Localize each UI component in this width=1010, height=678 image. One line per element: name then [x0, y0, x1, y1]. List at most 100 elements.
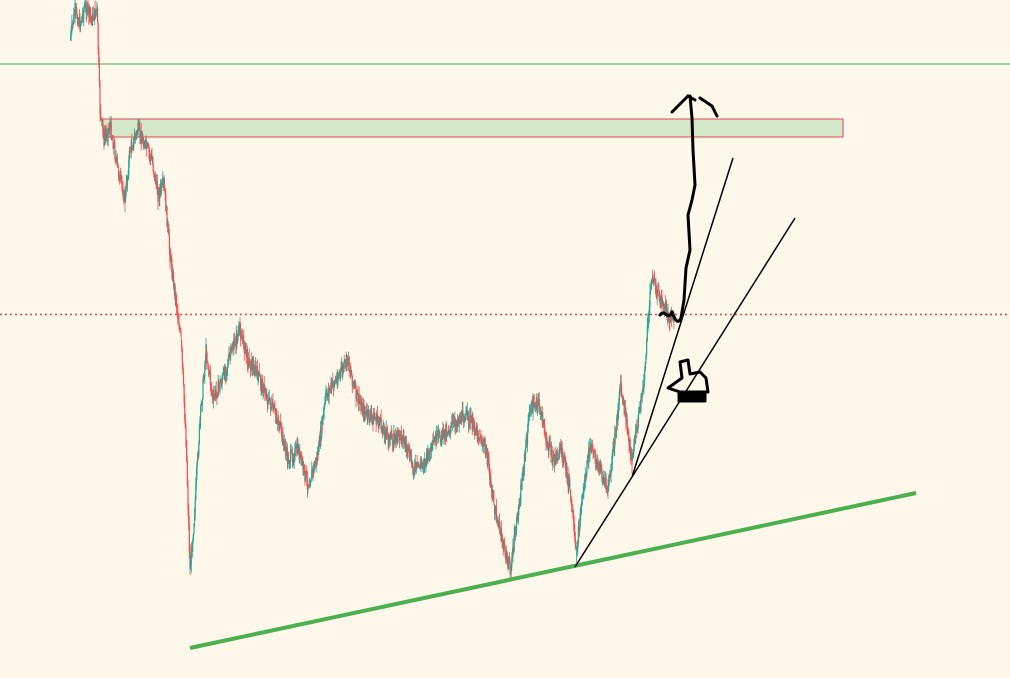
candle-body: [607, 488, 609, 491]
candle-body: [297, 443, 299, 454]
candle-body: [341, 366, 343, 370]
candle-body: [522, 471, 524, 480]
candle-body: [586, 455, 589, 462]
candle-body: [251, 364, 253, 370]
candle-body: [319, 439, 321, 447]
candle-body: [311, 469, 313, 480]
candle-body: [407, 445, 409, 453]
candle-body: [519, 501, 521, 506]
candle-body: [390, 433, 392, 440]
candle-body: [577, 526, 579, 543]
candle-body: [371, 415, 373, 418]
candle-body: [565, 465, 567, 471]
price-series: [70, 0, 675, 579]
candle-body: [590, 445, 592, 450]
candle-body: [153, 170, 155, 174]
candle-body: [621, 395, 623, 397]
candle-body: [554, 458, 556, 464]
candle-body: [480, 434, 482, 444]
candle-body: [320, 429, 322, 438]
candle-body: [125, 190, 127, 200]
candle-body: [91, 18, 93, 26]
candle-body: [533, 402, 535, 407]
candle-body: [263, 384, 265, 388]
candle-body: [93, 8, 96, 21]
candle-body: [317, 454, 319, 458]
candle-body: [126, 182, 128, 186]
candle-body: [131, 141, 133, 149]
candle-body: [552, 454, 554, 458]
candle-body: [637, 419, 639, 429]
candle-body: [333, 384, 335, 388]
candle-body: [138, 124, 140, 130]
candle-body: [405, 443, 407, 445]
candle-body: [303, 464, 305, 470]
candle-body: [527, 421, 529, 432]
candle-body: [125, 182, 127, 191]
candle-body: [618, 392, 620, 404]
candle-body: [162, 180, 164, 183]
candle-body: [237, 333, 239, 336]
candle-body: [383, 426, 385, 437]
candle-body: [484, 441, 486, 447]
candle-body: [100, 110, 102, 119]
candle-body: [366, 410, 368, 415]
candle-body: [391, 437, 393, 440]
candle-body: [355, 385, 357, 400]
candle-body: [616, 417, 618, 422]
candle-body: [600, 467, 602, 470]
candle-body: [446, 429, 448, 436]
candle-body: [497, 521, 499, 525]
candle-body: [667, 311, 669, 317]
candle-body: [646, 340, 648, 355]
candle-body: [246, 349, 248, 356]
candle-body: [421, 463, 423, 465]
candle-body: [96, 4, 98, 10]
candle-body: [361, 401, 363, 411]
candle-body: [356, 390, 358, 395]
candle-body: [449, 427, 452, 433]
candle-body: [168, 235, 170, 249]
candle-body: [168, 228, 170, 236]
candle-body: [457, 420, 459, 423]
candle-body: [101, 118, 103, 120]
candle-body: [525, 446, 527, 455]
candle-body: [611, 464, 613, 466]
candle-body: [322, 411, 325, 416]
candle-body: [102, 119, 104, 128]
candle-body: [198, 424, 200, 444]
candle-body: [542, 419, 544, 423]
candle-body: [283, 440, 285, 443]
candle-body: [513, 535, 515, 551]
candle-body: [577, 542, 579, 549]
candle-body: [440, 438, 442, 444]
candle-body: [588, 447, 590, 464]
candle-body: [451, 421, 453, 424]
candle-body: [489, 477, 491, 480]
candle-body: [415, 462, 418, 470]
candle-body: [431, 442, 433, 444]
candle-body: [306, 477, 308, 490]
candle-body: [402, 435, 404, 443]
candle-body: [585, 473, 587, 483]
candle-body: [116, 157, 118, 159]
candle-body: [233, 338, 235, 349]
candle-body: [299, 451, 301, 461]
candle-body: [485, 445, 487, 452]
candle-body: [650, 279, 652, 290]
candle-body: [276, 417, 278, 423]
candle-body: [334, 380, 336, 382]
candle-body: [308, 485, 310, 488]
candle-body: [121, 184, 124, 189]
candle-body: [654, 282, 656, 287]
candle-body: [531, 400, 534, 413]
candle-body: [458, 420, 460, 425]
candle-body: [585, 473, 587, 474]
candle-body: [378, 421, 380, 426]
candle-body: [487, 455, 489, 466]
candle-body: [364, 412, 366, 415]
candle-body: [486, 450, 488, 455]
candle-body: [499, 527, 501, 533]
candle-body: [612, 445, 615, 449]
candle-body: [402, 435, 404, 443]
